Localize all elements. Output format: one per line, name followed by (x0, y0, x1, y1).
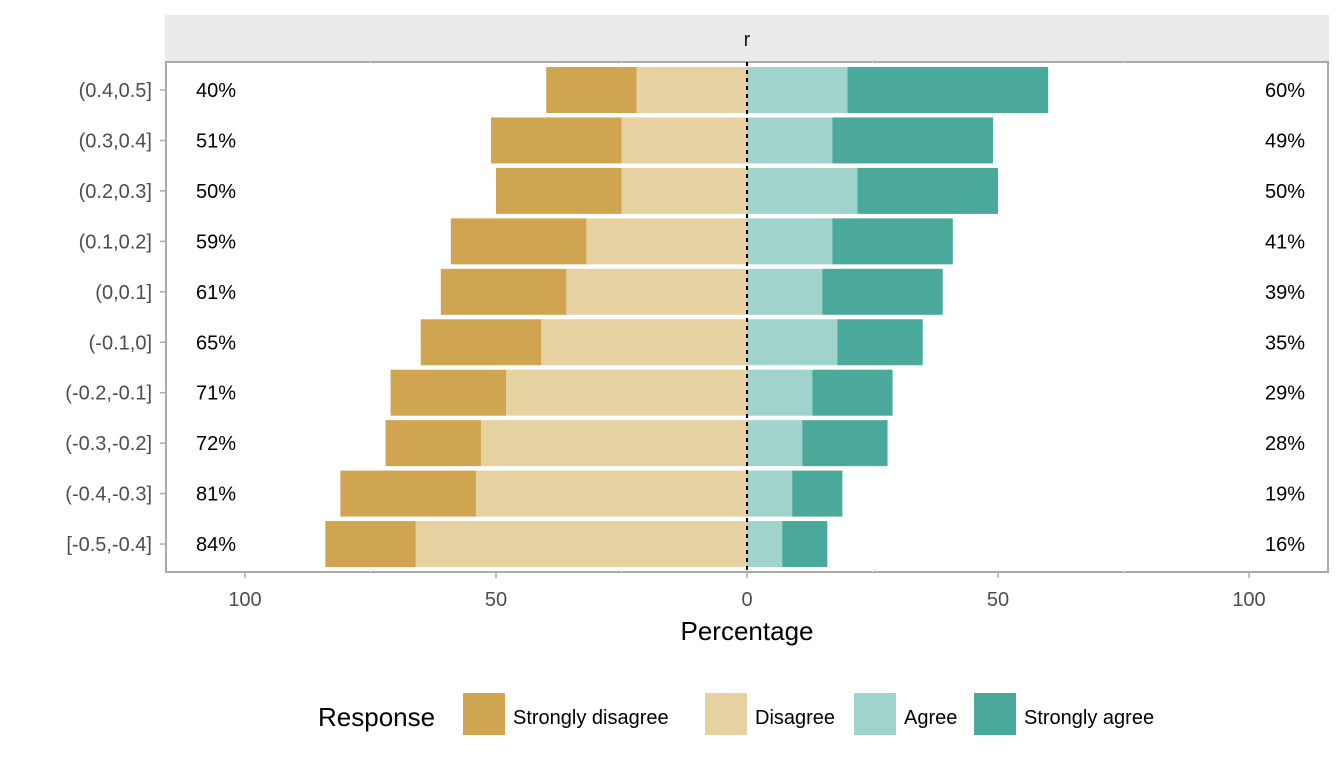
bar-disagree (566, 268, 747, 315)
bar-disagree (415, 521, 747, 568)
legend-swatch (463, 693, 505, 735)
legend-label: Disagree (755, 707, 835, 729)
bar-agree (747, 470, 793, 517)
x-tick-label: 50 (485, 589, 507, 611)
bar-strongly-agree (832, 117, 993, 164)
left-percent-label: 72% (196, 433, 236, 455)
bar-strongly-disagree (420, 319, 542, 366)
legend-swatch (705, 693, 747, 735)
legend-swatch (854, 693, 896, 735)
bar-agree (747, 268, 823, 315)
right-percent-label: 35% (1265, 332, 1305, 354)
bar-disagree (621, 167, 747, 214)
x-tick-label: 0 (741, 589, 752, 611)
bar-disagree (506, 369, 747, 416)
bar-strongly-agree (837, 319, 923, 366)
y-tick-label: (0.3,0.4] (79, 130, 152, 152)
bar-agree (747, 218, 833, 265)
left-percent-label: 40% (196, 80, 236, 102)
legend-label: Strongly disagree (513, 707, 669, 729)
bar-agree (747, 420, 803, 467)
y-tick-label: (-0.1,0] (89, 332, 152, 354)
y-tick-label: (0.4,0.5] (79, 80, 152, 102)
bar-strongly-disagree (450, 218, 587, 265)
y-tick-label: (-0.4,-0.3] (65, 484, 152, 506)
right-percent-label: 16% (1265, 534, 1305, 556)
bar-strongly-disagree (490, 117, 622, 164)
bar-strongly-agree (822, 268, 943, 315)
right-percent-label: 28% (1265, 433, 1305, 455)
bar-strongly-agree (832, 218, 953, 265)
right-percent-label: 19% (1265, 484, 1305, 506)
y-tick-label: (0.1,0.2] (79, 231, 152, 253)
legend: Response Strongly disagree Disagree Agree S… (318, 693, 1154, 735)
bar-strongly-agree (857, 167, 998, 214)
right-percent-label: 29% (1265, 383, 1305, 405)
bar-strongly-disagree (340, 470, 476, 517)
y-tick-label: (-0.2,-0.1] (65, 383, 152, 405)
left-percent-label: 50% (196, 181, 236, 203)
bar-strongly-disagree (390, 369, 507, 416)
labels-layer: 40% 60% 51% 49% 50% 50% 59% 41% 61% 39% 65% 35% 71% 2… (196, 80, 1305, 556)
axis-layer: (0.4,0.5] (0.3,0.4] (0.2,0.3] (0.1,0.2] (0,0… (65, 80, 1265, 611)
bar-strongly-disagree (546, 67, 637, 113)
bar-strongly-agree (812, 369, 893, 416)
right-percent-label: 50% (1265, 181, 1305, 203)
y-tick-label: (-0.3,-0.2] (65, 433, 152, 455)
bar-agree (747, 67, 848, 113)
legend-label: Agree (904, 707, 957, 729)
right-percent-label: 41% (1265, 231, 1305, 253)
bar-disagree (636, 67, 747, 113)
bar-strongly-disagree (325, 521, 416, 568)
bar-disagree (586, 218, 747, 265)
legend-swatch (974, 693, 1016, 735)
bar-strongly-disagree (440, 268, 567, 315)
right-percent-label: 39% (1265, 282, 1305, 304)
y-tick-label: [-0.5,-0.4] (66, 534, 152, 556)
bar-disagree (541, 319, 747, 366)
facet-strip (165, 15, 1329, 61)
bars-layer (325, 67, 1049, 568)
bar-strongly-agree (847, 67, 1049, 113)
bar-strongly-disagree (385, 420, 481, 467)
bar-agree (747, 117, 833, 164)
left-percent-label: 65% (196, 332, 236, 354)
y-tick-label: (0.2,0.3] (79, 181, 152, 203)
x-tick-label: 100 (1232, 589, 1265, 611)
bar-strongly-disagree (496, 167, 622, 214)
x-tick-label: 50 (987, 589, 1009, 611)
bar-disagree (475, 470, 747, 517)
left-percent-label: 59% (196, 231, 236, 253)
left-percent-label: 81% (196, 484, 236, 506)
left-percent-label: 51% (196, 130, 236, 152)
x-tick-label: 100 (228, 589, 261, 611)
bar-disagree (621, 117, 747, 164)
legend-title: Response (318, 702, 435, 732)
left-percent-label: 61% (196, 282, 236, 304)
right-percent-label: 60% (1265, 80, 1305, 102)
legend-label: Strongly agree (1024, 707, 1154, 729)
bar-strongly-agree (802, 420, 888, 467)
bar-agree (747, 521, 783, 568)
right-percent-label: 49% (1265, 130, 1305, 152)
left-percent-label: 71% (196, 383, 236, 405)
bar-strongly-agree (792, 470, 843, 517)
facet-label: r (744, 29, 751, 51)
bar-agree (747, 167, 858, 214)
bar-agree (747, 319, 838, 366)
x-axis-title: Percentage (681, 616, 814, 646)
left-percent-label: 84% (196, 534, 236, 556)
y-tick-label: (0,0.1] (95, 282, 152, 304)
bar-agree (747, 369, 813, 416)
bar-strongly-agree (782, 521, 828, 568)
bar-disagree (480, 420, 747, 467)
